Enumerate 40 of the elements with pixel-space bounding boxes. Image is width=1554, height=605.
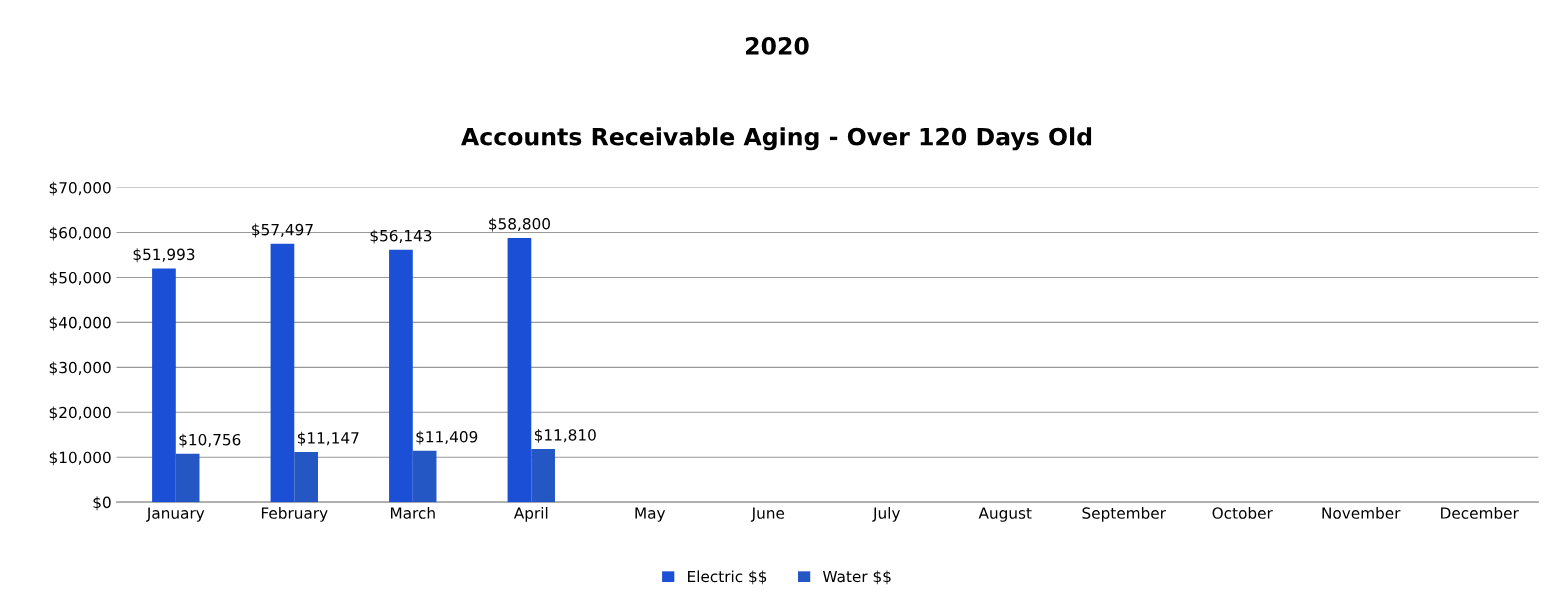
- chart-subtitle: Accounts Receivable Aging - Over 120 Days Old: [461, 127, 1092, 151]
- y-tick-label: $10,000: [49, 451, 111, 466]
- y-tick-label: $40,000: [49, 316, 111, 331]
- data-label: $56,143: [370, 229, 432, 244]
- bar: [389, 249, 413, 503]
- legend-label: Water $$: [822, 570, 891, 585]
- x-tick-label: November: [1322, 507, 1401, 519]
- bar: [294, 452, 318, 503]
- x-tick-label: December: [1441, 507, 1519, 519]
- data-label: $11,147: [297, 431, 359, 446]
- data-label: $11,810: [534, 428, 596, 443]
- x-tick-label: June: [750, 507, 785, 522]
- y-tick-label: $20,000: [49, 406, 111, 421]
- bar: [507, 237, 532, 503]
- data-label: $51,993: [133, 248, 195, 263]
- x-tick-label: February: [261, 507, 328, 522]
- x-tick-label: September: [1082, 507, 1166, 522]
- x-tick-label: August: [978, 507, 1032, 522]
- x-tick-label: July: [872, 507, 901, 522]
- y-tick-label: $70,000: [49, 181, 111, 196]
- x-tick-label: March: [391, 507, 435, 519]
- bar: [152, 268, 176, 503]
- bar: [412, 450, 437, 503]
- y-tick-label: $60,000: [49, 226, 111, 241]
- x-tick-label: May: [635, 507, 666, 522]
- y-tick-label: $50,000: [49, 271, 111, 286]
- y-tick-label: $30,000: [49, 361, 111, 376]
- x-tick-label: October: [1212, 507, 1273, 519]
- data-label: $57,497: [252, 223, 313, 238]
- data-label: $10,756: [179, 433, 241, 448]
- x-tick-label: January: [146, 507, 205, 522]
- bar: [175, 453, 200, 503]
- legend-label: Electric $$: [688, 570, 767, 585]
- bar: [531, 449, 555, 503]
- chart-title: 2020: [746, 36, 809, 55]
- data-label: $11,409: [416, 430, 478, 445]
- bar: [270, 243, 295, 503]
- x-tick-label: April: [513, 507, 548, 522]
- y-tick-label: $0: [93, 496, 111, 511]
- data-label: $58,800: [489, 217, 550, 232]
